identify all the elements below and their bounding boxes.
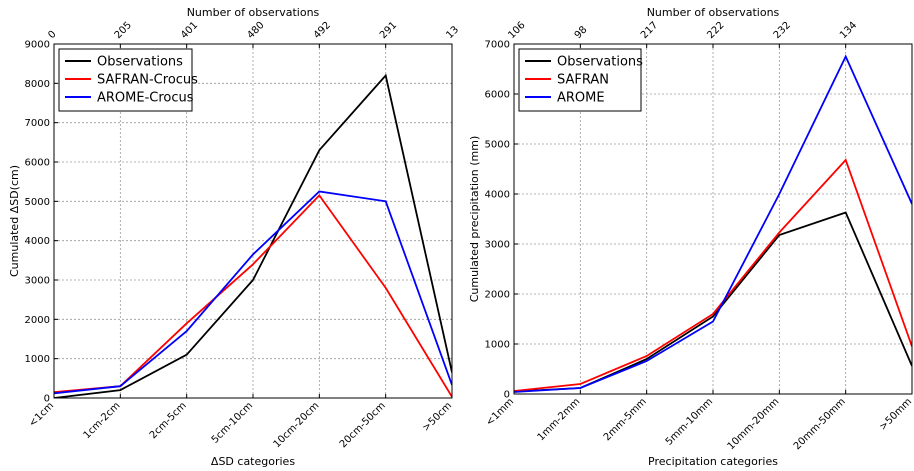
top-tick-label: 106: [506, 20, 527, 41]
y-tick-label: 5000: [25, 197, 50, 208]
y-tick-label: 9000: [25, 40, 50, 51]
x-axis-title: ΔSD categories: [211, 455, 295, 468]
top-tick-label: 232: [772, 20, 793, 41]
y-tick-label: 7000: [25, 118, 50, 129]
x-tick-label: <1cm: [27, 400, 56, 429]
y-tick-label: 4000: [25, 236, 50, 247]
x-axis-title: Precipitation categories: [648, 455, 778, 468]
x-tick-label: 2mm-5mm: [602, 396, 649, 443]
legend-label: Observations: [97, 55, 183, 70]
y-tick-label: 2000: [485, 290, 510, 301]
series-line-arome-crocus: [54, 190, 452, 395]
legend-label: AROME-Crocus: [97, 91, 194, 106]
y-tick-label: 3000: [25, 276, 50, 287]
x-tick-label: 10mm-20mm: [726, 396, 782, 452]
legend-label: SAFRAN-Crocus: [97, 73, 198, 88]
series-line-safran: [514, 158, 912, 392]
top-axis-title: Number of observations: [187, 6, 320, 19]
x-tick-label: 2cm-5cm: [148, 400, 189, 441]
x-tick-label: <1mm: [484, 396, 516, 428]
legend-label: Observations: [557, 55, 643, 70]
series-line-observations: [54, 73, 452, 398]
top-tick-label: 492: [312, 20, 333, 41]
y-tick-label: 0: [44, 394, 50, 405]
y-tick-label: 2000: [25, 315, 50, 326]
top-tick-label: 205: [113, 20, 134, 41]
top-axis-title: Number of observations: [647, 6, 780, 19]
y-tick-label: 7000: [485, 40, 510, 51]
top-tick-label: 13: [444, 24, 461, 41]
y-tick-label: 8000: [25, 79, 50, 90]
y-tick-label: 1000: [485, 340, 510, 351]
x-tick-label: 10cm-20cm: [272, 400, 322, 450]
x-tick-label: 1cm-2cm: [82, 400, 123, 441]
top-tick-label: 217: [639, 20, 660, 41]
legend: Observations SAFRAN AROME: [518, 48, 643, 112]
y-tick-label: 1000: [25, 354, 50, 365]
top-tick-label: 401: [179, 20, 200, 41]
legend-label: SAFRAN: [557, 73, 609, 88]
y-tick-label: 3000: [485, 240, 510, 251]
y-tick-label: 6000: [25, 158, 50, 169]
x-tick-label: >50mm: [878, 396, 914, 432]
chart-panel-1: 0 1000 2000 3000 4000 5000 6000 7000 8000 9000 <1c…: [8, 6, 461, 468]
y-tick-label: 0: [504, 390, 510, 401]
x-tick-label: 5cm-10cm: [210, 400, 255, 445]
y-tick-label: 5000: [485, 140, 510, 151]
top-tick-label: 291: [378, 20, 399, 41]
x-tick-label: 5mm-10mm: [664, 396, 715, 447]
x-tick-label: 1mm-2mm: [536, 396, 583, 443]
x-tick-label: 20cm-50cm: [338, 400, 388, 450]
x-tick-label: >50cm: [421, 400, 454, 433]
y-tick-label: 6000: [485, 90, 510, 101]
top-tick-label: 98: [573, 24, 590, 41]
legend-label: AROME: [557, 91, 605, 106]
y-axis-title: Cumulated ΔSD(cm): [8, 165, 21, 277]
y-tick-label: 4000: [485, 190, 510, 201]
top-tick-label: 134: [838, 20, 859, 41]
top-tick-label: 222: [705, 20, 726, 41]
series-line-arome: [514, 54, 912, 393]
top-tick-label: 480: [245, 20, 266, 41]
y-axis-title: Cumulated precipitation (mm): [468, 136, 481, 303]
legend: Observations SAFRAN-Crocus AROME-Crocus: [58, 48, 198, 112]
x-tick-label: 20mm-50mm: [792, 396, 848, 452]
chart-panel-2: 0 1000 2000 3000 4000 5000 6000 7000 <1mm 1mm-2mm…: [468, 6, 914, 468]
